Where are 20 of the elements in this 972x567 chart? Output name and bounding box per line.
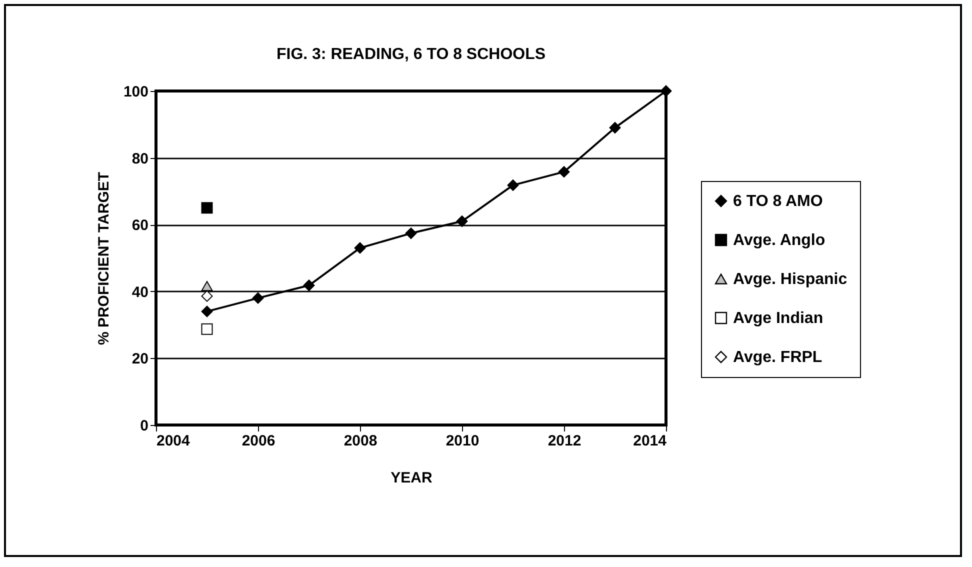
legend-label: Avge. Hispanic — [733, 271, 848, 288]
y-axis-title: % PROFICIENT TARGET — [95, 172, 112, 346]
legend-label: 6 TO 8 AMO — [733, 193, 823, 210]
x-tick-label: 2014 — [633, 432, 668, 450]
y-tick-label: 60 — [132, 217, 148, 234]
x-tick-label: 2010 — [446, 432, 480, 450]
legend-label: Avge Indian — [733, 310, 824, 327]
chart-title: FIG. 3: READING, 6 TO 8 SCHOOLS — [276, 46, 546, 63]
y-tick-label: 80 — [132, 150, 148, 168]
legend-label: Avge. Anglo — [733, 232, 826, 249]
y-tick-label: 100 — [123, 84, 148, 100]
x-tick-label: 2006 — [242, 432, 276, 450]
y-tick-label: 0 — [140, 418, 148, 434]
y-tick-label: 40 — [132, 284, 148, 301]
y-tick-label: 20 — [132, 350, 148, 368]
x-tick-label: 2008 — [344, 432, 378, 450]
legend-label: Avge. FRPL — [733, 349, 822, 366]
x-tick-label: 2012 — [548, 432, 582, 450]
x-axis-title: YEAR — [390, 470, 432, 486]
x-tick-label: 2004 — [156, 432, 191, 450]
